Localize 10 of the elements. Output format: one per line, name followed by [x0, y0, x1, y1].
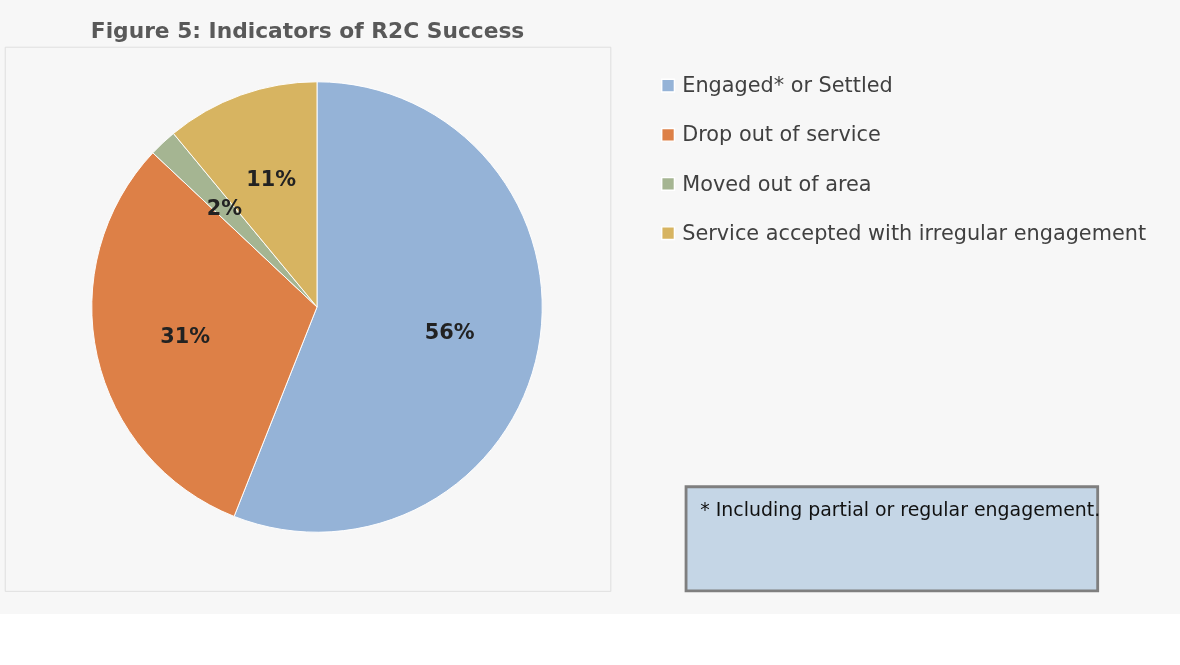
data-label: 56%	[424, 319, 475, 344]
legend-label: Moved out of area	[682, 171, 872, 196]
data-label: 2%	[206, 196, 243, 221]
legend-label: Engaged* or Settled	[682, 73, 893, 98]
chart-title: Figure 5: Indicators of R2C Success	[90, 18, 525, 44]
legend-label: Drop out of service	[682, 122, 881, 147]
data-label: 11%	[246, 167, 297, 192]
data-label: 31%	[160, 324, 211, 349]
legend-label: Service accepted with irregular engagement	[682, 220, 1147, 245]
text: * Including partial or regular engagement.	[700, 498, 1101, 521]
